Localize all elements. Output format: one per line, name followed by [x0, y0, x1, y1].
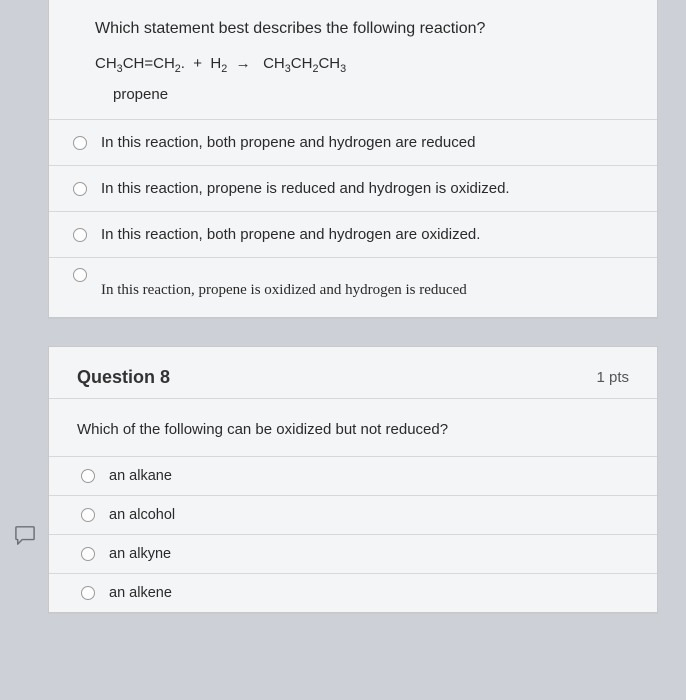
answer-option[interactable]: In this reaction, propene is oxidized an… — [49, 257, 657, 317]
answer-text: an alkane — [109, 468, 172, 484]
answer-text: In this reaction, both propene and hydro… — [101, 226, 480, 243]
answer-text: In this reaction, propene is oxidized an… — [101, 282, 467, 299]
radio-icon — [73, 268, 87, 282]
radio-icon — [73, 182, 87, 196]
question-8-card: Question 8 1 pts Which of the following … — [48, 346, 658, 613]
answer-option[interactable]: In this reaction, both propene and hydro… — [49, 211, 657, 257]
radio-icon — [81, 586, 95, 600]
answer-option[interactable]: an alcohol — [49, 495, 657, 534]
question-7-card: Which statement best describes the follo… — [48, 0, 658, 318]
question-7-equation: CH3CH=CH2. + H2 → CH3CH2CH3 — [95, 55, 625, 72]
question-8-prompt: Which of the following can be oxidized b… — [77, 421, 629, 438]
radio-icon — [81, 547, 95, 561]
question-8-header: Question 8 1 pts — [49, 347, 657, 399]
question-8-body: Which of the following can be oxidized b… — [49, 399, 657, 457]
radio-icon — [81, 508, 95, 522]
radio-icon — [73, 136, 87, 150]
answer-option[interactable]: an alkyne — [49, 534, 657, 573]
answer-text: an alcohol — [109, 507, 175, 523]
answer-option[interactable]: In this reaction, both propene and hydro… — [49, 120, 657, 165]
answer-text: an alkene — [109, 585, 172, 601]
answer-option[interactable]: In this reaction, propene is reduced and… — [49, 165, 657, 211]
radio-icon — [73, 228, 87, 242]
answer-text: In this reaction, propene is reduced and… — [101, 180, 510, 197]
radio-icon — [81, 469, 95, 483]
question-8-answers: an alkane an alcohol an alkyne an alkene — [49, 457, 657, 612]
question-7-body: Which statement best describes the follo… — [49, 0, 657, 120]
answer-text: In this reaction, both propene and hydro… — [101, 134, 475, 151]
answer-option[interactable]: an alkane — [49, 457, 657, 495]
question-7-answers: In this reaction, both propene and hydro… — [49, 120, 657, 317]
comment-icon[interactable] — [14, 525, 36, 545]
answer-option[interactable]: an alkene — [49, 573, 657, 612]
answer-text: an alkyne — [109, 546, 171, 562]
question-7-sublabel: propene — [113, 86, 625, 103]
question-7-prompt: Which statement best describes the follo… — [95, 17, 625, 41]
question-number: Question 8 — [77, 367, 170, 388]
question-points: 1 pts — [596, 369, 629, 386]
